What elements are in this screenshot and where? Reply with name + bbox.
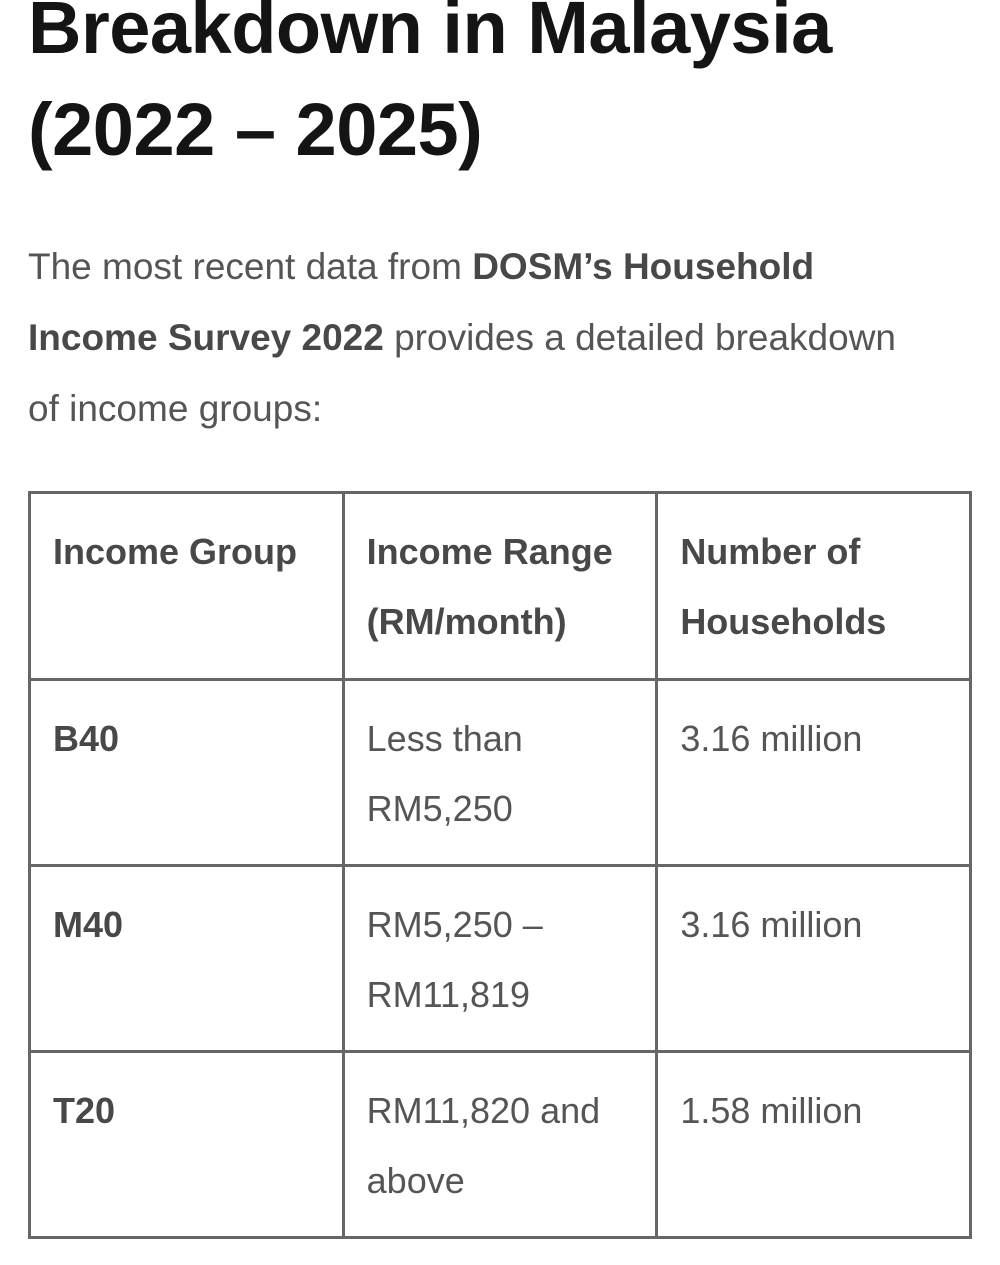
table-cell: T20: [28, 1050, 345, 1239]
table-cell: 3.16 million: [655, 678, 972, 867]
income-table: Income Group Income Range (RM/month) Numbe…: [28, 491, 972, 1239]
header-cell: Income Range (RM/month): [341, 491, 659, 681]
table-cell: B40: [28, 678, 345, 867]
text: provides a detailed breakdown of income …: [28, 317, 896, 429]
table-cell: 3.16 million: [655, 864, 972, 1053]
heading: Breakdown in Malaysia (2022 – 2025): [28, 0, 832, 171]
paragraph: The most recent data from DOSM’s Househo…: [28, 231, 928, 444]
header-row: Income Group Income Range (RM/month) Numbe…: [28, 491, 972, 681]
table-cell: RM5,250 – RM11,819: [341, 864, 659, 1053]
header-cell: Number of Households: [655, 491, 972, 681]
table-cell: M40: [28, 864, 345, 1053]
header-cell: Income Group: [28, 491, 345, 681]
table-cell: 1.58 million: [655, 1050, 972, 1239]
table-cell: Less than RM5,250: [341, 678, 659, 867]
table-cell: RM11,820 and above: [341, 1050, 659, 1239]
table-row: M40 RM5,250 – RM11,819 3.16 million: [28, 864, 972, 1053]
table-row: B40 Less than RM5,250 3.16 million: [28, 678, 972, 867]
bold-text: DOSM’s Household Income Survey 2022: [28, 246, 815, 358]
table-row: T20 RM11,820 and above 1.58 million: [28, 1050, 972, 1239]
text: The most recent data from: [28, 246, 473, 287]
